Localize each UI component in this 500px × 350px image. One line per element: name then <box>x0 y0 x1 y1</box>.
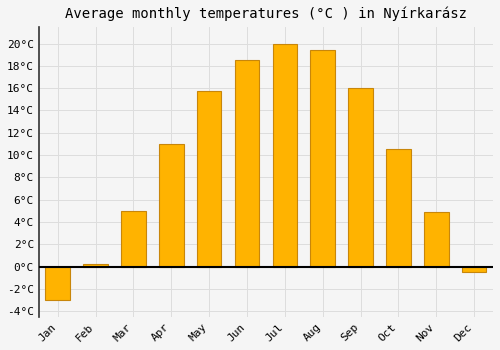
Bar <box>121 211 146 267</box>
Title: Average monthly temperatures (°C ) in Nyírkarász: Average monthly temperatures (°C ) in Ny… <box>65 7 467 21</box>
Bar <box>424 212 448 267</box>
Bar <box>272 43 297 267</box>
Bar <box>234 60 260 267</box>
Bar <box>197 91 222 267</box>
Bar <box>462 267 486 272</box>
Bar <box>46 267 70 300</box>
Bar <box>310 50 335 267</box>
Bar <box>159 144 184 267</box>
Bar <box>348 88 373 267</box>
Bar <box>386 149 410 267</box>
Bar <box>84 264 108 267</box>
